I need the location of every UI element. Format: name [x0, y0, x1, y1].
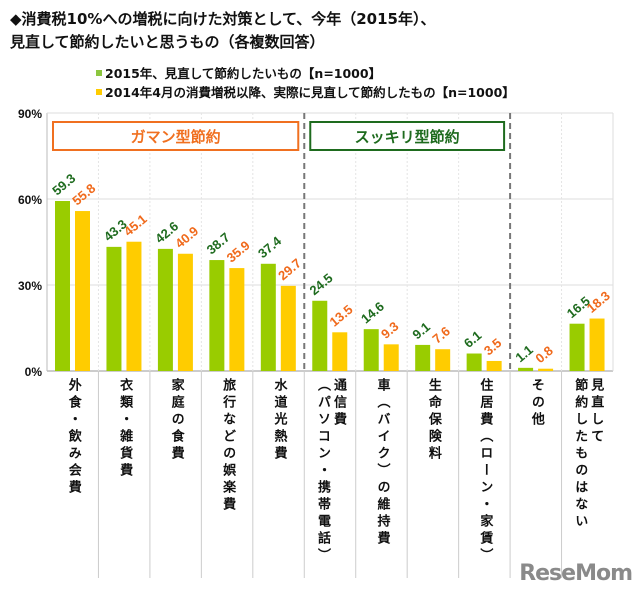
- category-label-line: 衣類・雑貨費: [117, 378, 133, 480]
- bar: [229, 268, 245, 371]
- legend-item-2015: 2015年、見直して節約したいもの【n=1000】: [96, 63, 381, 82]
- category-label-line: 旅行などの娯楽費: [220, 378, 236, 514]
- category-label-line: 節約したものはない: [572, 378, 588, 531]
- data-label: 29.7: [275, 255, 304, 283]
- category-label: 通信費 （パソコン・携帯電話）: [314, 378, 346, 565]
- data-label: 24.5: [307, 270, 336, 298]
- group-box: [52, 121, 300, 151]
- bar: [126, 241, 142, 371]
- legend-item-2014: 2014年4月の消費増税以降、実際に見直して節約したもの【n=1000】: [96, 82, 515, 101]
- data-label: 13.5: [327, 302, 356, 330]
- bar: [280, 285, 296, 371]
- group-box: [309, 121, 506, 151]
- category-label: その他: [528, 378, 544, 429]
- data-label: 37.4: [255, 233, 285, 261]
- category-label: 外食・飲み会費: [65, 378, 81, 497]
- category-label: 生命保険料: [425, 378, 441, 463]
- bar: [55, 201, 70, 371]
- category-label-line: 見直して: [588, 378, 604, 446]
- category-label-line: 水道光熱費: [271, 378, 287, 463]
- category-label: 住居費（ローン・家賃）: [476, 378, 492, 565]
- bar: [177, 253, 193, 371]
- data-label: 45.1: [121, 211, 150, 239]
- bar: [312, 300, 328, 371]
- bar: [332, 332, 348, 371]
- category-label-line: （パソコン・携帯電話）: [315, 378, 330, 565]
- data-label: 14.6: [358, 299, 387, 327]
- bar: [435, 349, 451, 371]
- bar: [383, 344, 399, 371]
- category-label: 衣類・雑貨費: [116, 378, 132, 480]
- bar: [209, 260, 225, 371]
- category-label-line: 生命保険料: [425, 378, 441, 463]
- category-label: 水道光熱費: [271, 378, 287, 463]
- category-label: 家庭の食費: [168, 378, 184, 463]
- category-label: 旅行などの娯楽費: [219, 378, 235, 514]
- bar: [486, 360, 502, 371]
- category-label-line: 車（バイク）の維持費: [374, 378, 390, 548]
- legend-swatch-yellow: [96, 88, 102, 95]
- category-label: 車（バイク）の維持費: [373, 378, 389, 548]
- category-label-line: 外食・飲み会費: [65, 378, 81, 497]
- category-label-line: 住居費（ローン・家賃）: [477, 378, 493, 565]
- data-label: 3.5: [481, 335, 504, 358]
- bar: [157, 248, 173, 371]
- group-label: ガマン型節約: [131, 128, 221, 146]
- data-label: 9.1: [409, 319, 432, 342]
- chart-title-line-1: ◆消費税10%への増税に向けた対策として、今年（2015年）、: [10, 10, 436, 28]
- chart-title-line-2: 見直して節約したいと思うもの（各複数回答）: [10, 33, 325, 51]
- group-label: スッキリ型節約: [355, 128, 460, 146]
- bar: [363, 329, 379, 371]
- data-label: 7.6: [429, 323, 452, 346]
- y-tick-label: 60%: [18, 193, 42, 207]
- category-label-line: 家庭の食費: [168, 378, 184, 463]
- category-label-line: 通信費: [331, 378, 346, 429]
- category-label: 見直して 節約したものはない: [571, 378, 603, 531]
- y-tick-label: 30%: [18, 279, 42, 293]
- bar: [75, 211, 90, 371]
- bar: [466, 353, 482, 371]
- category-label-line: その他: [528, 378, 544, 429]
- y-tick-label: 0%: [25, 365, 43, 379]
- bar: [260, 263, 276, 371]
- legend-label: 2015年、見直して節約したいもの【n=1000】: [105, 66, 382, 81]
- bar: [518, 367, 534, 371]
- bar: [538, 368, 554, 371]
- data-label: 0.8: [532, 343, 555, 366]
- bar: [569, 323, 585, 371]
- data-label: 9.3: [378, 319, 401, 342]
- bar: [415, 344, 431, 371]
- resemom-logo: ReseMom: [519, 561, 633, 586]
- bar: [106, 246, 122, 371]
- legend-label: 2014年4月の消費増税以降、実際に見直して節約したもの【n=1000】: [105, 85, 515, 100]
- bar: [589, 318, 605, 371]
- y-tick-label: 90%: [18, 107, 42, 121]
- data-label: 18.3: [584, 288, 613, 316]
- legend-swatch-green: [96, 69, 102, 76]
